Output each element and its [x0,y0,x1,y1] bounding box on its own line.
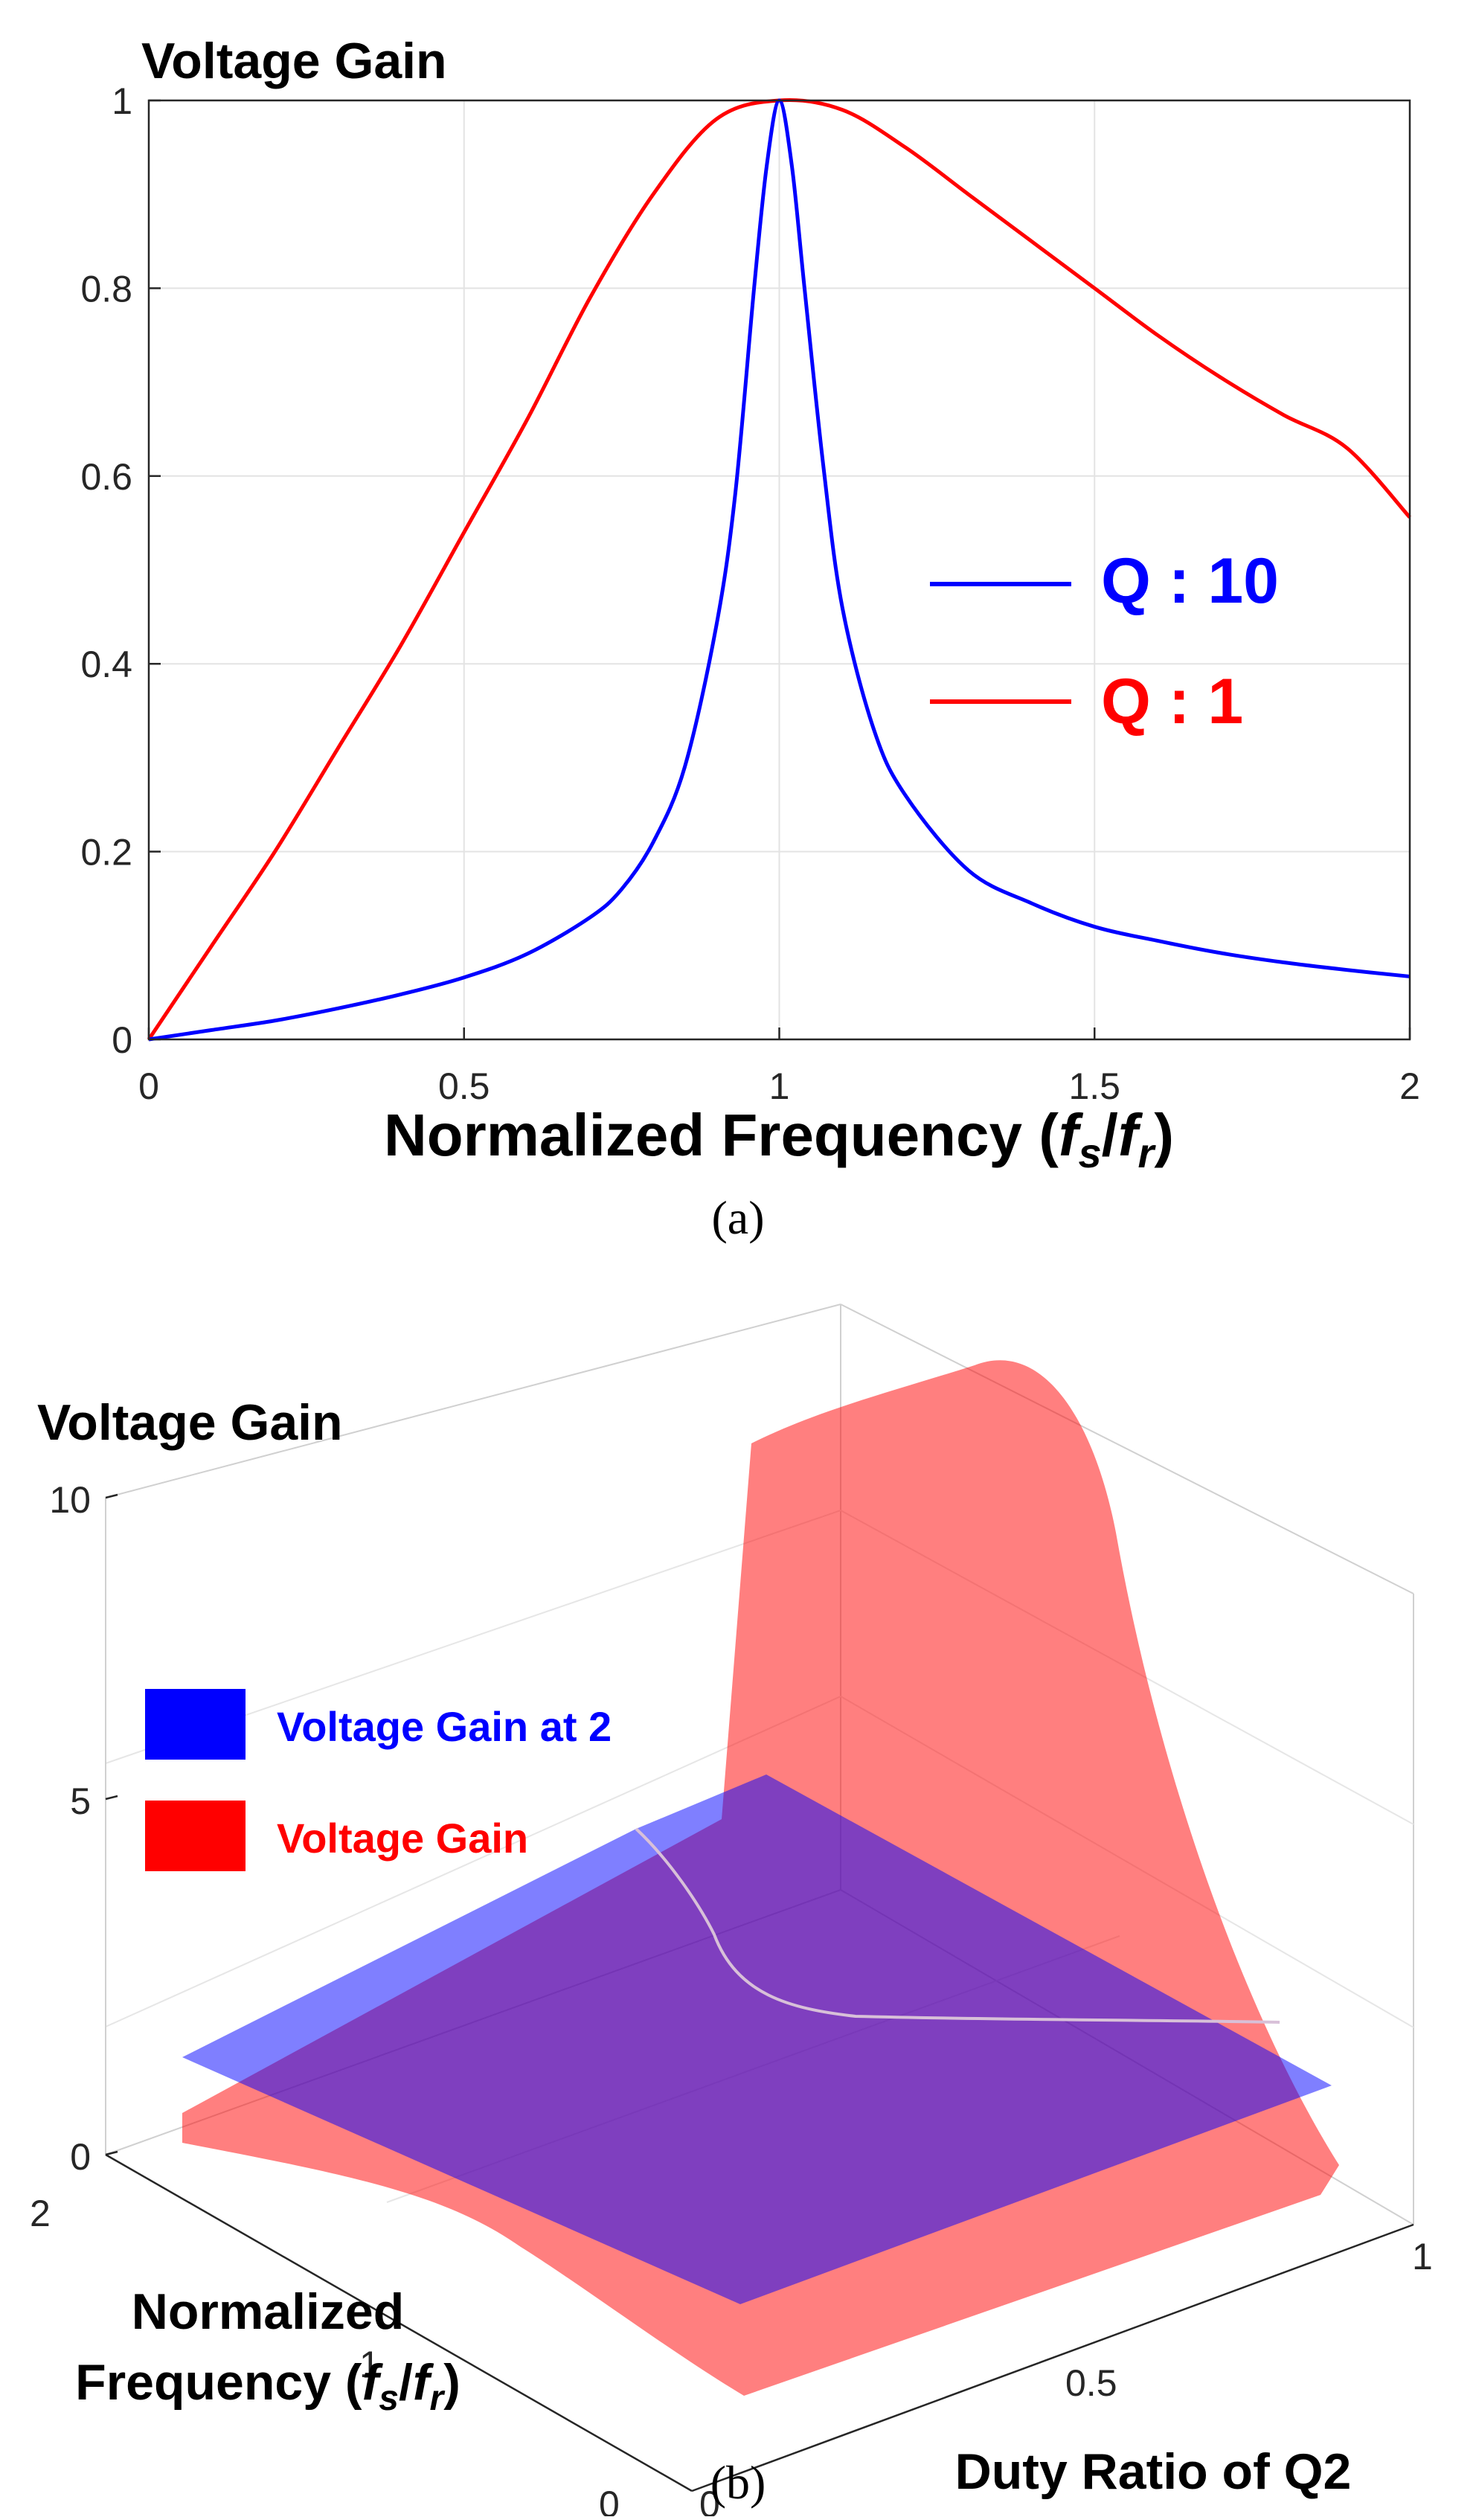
z-axis-title: Voltage Gain [37,1394,343,1451]
x-tick-label: 1.5 [1068,1065,1120,1107]
x-axis-title: Normalized Frequency (fs/fr) [384,1102,1174,1176]
duty-tick-1: 1 [1412,2236,1433,2277]
y-tick-label: 0 [112,1019,132,1061]
series-line-q1 [147,97,1411,1041]
legend-label-q10: Q : 10 [1101,545,1279,617]
freq-tick-2: 2 [30,2193,51,2234]
legend-swatch-red [145,1801,246,1871]
series-line-q10 [148,98,1411,1042]
x-tick-label: 0.5 [438,1065,490,1107]
x-tick-label: 2 [1399,1065,1420,1107]
x-tick-label: 1 [769,1065,790,1107]
z-tick-10: 10 [49,1479,91,1521]
freq-axis-title-2: Frequency (fs/fr) [75,2354,461,2418]
panel-label-b: (b) [710,2456,766,2509]
legend-swatch-blue [145,1689,246,1760]
front-axes [105,2153,1414,2492]
legend-label-blue: Voltage Gain at 2 [277,1703,612,1750]
x-tick-label: 0 [138,1065,159,1107]
panel-label-a: (a) [711,1191,765,1244]
y-tick-label: 0.6 [80,456,132,498]
plot-frame [147,99,1411,1041]
surface-chart: 10 5 0 2 1 0 0 0.5 1 Voltage Gain Normal… [30,1304,1433,2520]
panel-b: 10 5 0 2 1 0 0 0.5 1 Voltage Gain Normal… [0,1220,1476,2520]
line-chart: 0 0.5 1 1.5 2 0 0.2 0.4 0.6 0.8 1 Voltage Gain No… [80,33,1420,1176]
legend: Voltage Gain at 2 Voltage Gain [145,1689,612,1871]
x-tick-labels: 0 0.5 1 1.5 2 [138,1065,1420,1107]
surface-blue-plane [182,1774,1332,2304]
freq-axis-title: Normalized [132,2283,405,2340]
freq-tick-1: 1 [359,2344,380,2385]
freq-tick-0: 0 [599,2484,620,2516]
panel-a: 0 0.5 1 1.5 2 0 0.2 0.4 0.6 0.8 1 Voltage Gain No… [0,0,1476,1244]
legend-label-red: Voltage Gain [277,1815,528,1862]
y-tick-label: 0.8 [80,268,132,310]
y-axis-title: Voltage Gain [141,33,447,89]
y-tick-label: 0.4 [80,644,132,685]
y-tick-label: 1 [112,80,132,122]
legend-label-q1: Q : 1 [1101,666,1243,737]
duty-tick-0.5: 0.5 [1065,2362,1117,2404]
z-ticks: 10 5 0 [49,1479,118,2178]
y-tick-label: 0.2 [80,832,132,873]
legend: Q : 10 Q : 1 [930,545,1279,737]
freq-ticks: 2 1 0 [30,2193,620,2520]
duty-axis-title: Duty Ratio of Q2 [955,2443,1352,2500]
duty-tick-0: 0 [699,2484,720,2516]
y-tick-labels: 0 0.2 0.4 0.6 0.8 1 [80,80,132,1061]
duty-ticks: 0 0.5 1 [699,2236,1433,2520]
z-tick-5: 5 [70,1780,91,1822]
series-lines [147,97,1411,1042]
intersection-curve [635,1827,1280,2024]
z-tick-0: 0 [70,2136,91,2178]
